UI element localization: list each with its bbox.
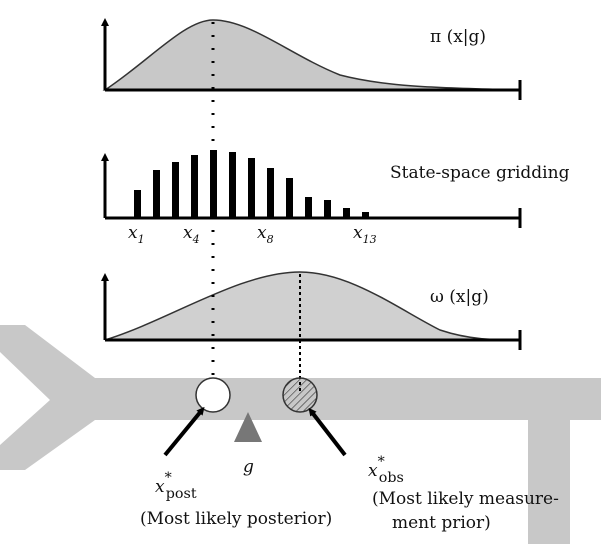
grid-bar: [286, 178, 293, 218]
grid-bar: [134, 190, 141, 218]
symbol: x*obs: [368, 454, 404, 486]
diagram: π (x|g) State-space gridding ω (x|g) g (…: [0, 0, 601, 544]
symbol-sub: 4: [192, 233, 200, 246]
symbol-sub: 1: [138, 233, 145, 246]
symbol: x1: [128, 223, 145, 246]
grid-bar: [324, 200, 331, 218]
grid-bar: [267, 168, 274, 218]
symbol: x*post: [155, 470, 197, 502]
grid-bar: [362, 212, 369, 218]
symbol-sup: *: [378, 454, 385, 470]
grid-bar: [229, 152, 236, 218]
symbol-base: x: [257, 223, 267, 243]
symbol-base: x: [368, 461, 378, 481]
symbol-base: x: [155, 477, 165, 497]
symbol-sub: post: [166, 486, 197, 502]
symbol: x8: [257, 223, 274, 246]
symbol-sub: 13: [363, 233, 377, 246]
symbol-base: x: [128, 223, 138, 243]
symbol-sub: obs: [379, 470, 404, 486]
plot-label: π (x|g): [430, 27, 486, 47]
symbol: x13: [353, 223, 377, 246]
plot-label: ω (x|g): [430, 287, 489, 307]
caption: (Most likely posterior): [140, 509, 332, 529]
symbol-sub: 8: [267, 233, 274, 246]
observation-marker: [283, 378, 317, 412]
posterior-marker: [196, 378, 230, 412]
grid-bar: [210, 150, 217, 218]
caption: (Most likely measure-: [372, 489, 559, 509]
plot-label: State-space gridding: [390, 163, 570, 183]
top-plot: π (x|g): [105, 20, 520, 100]
goal-label: g: [243, 457, 254, 477]
bottom-plot: ω (x|g): [105, 272, 520, 350]
caption: ment prior): [392, 513, 491, 533]
grid-bar: [343, 208, 350, 218]
symbol-sup: *: [165, 470, 172, 486]
grid-bar: [172, 162, 179, 218]
grid-bar: [248, 158, 255, 218]
grid-bar: [191, 155, 198, 218]
symbol-base: x: [353, 223, 363, 243]
grid-bar: [305, 197, 312, 218]
symbol: x4: [183, 223, 200, 246]
symbol-base: x: [183, 223, 193, 243]
middle-plot: State-space gridding: [105, 150, 570, 228]
grid-bar: [153, 170, 160, 218]
